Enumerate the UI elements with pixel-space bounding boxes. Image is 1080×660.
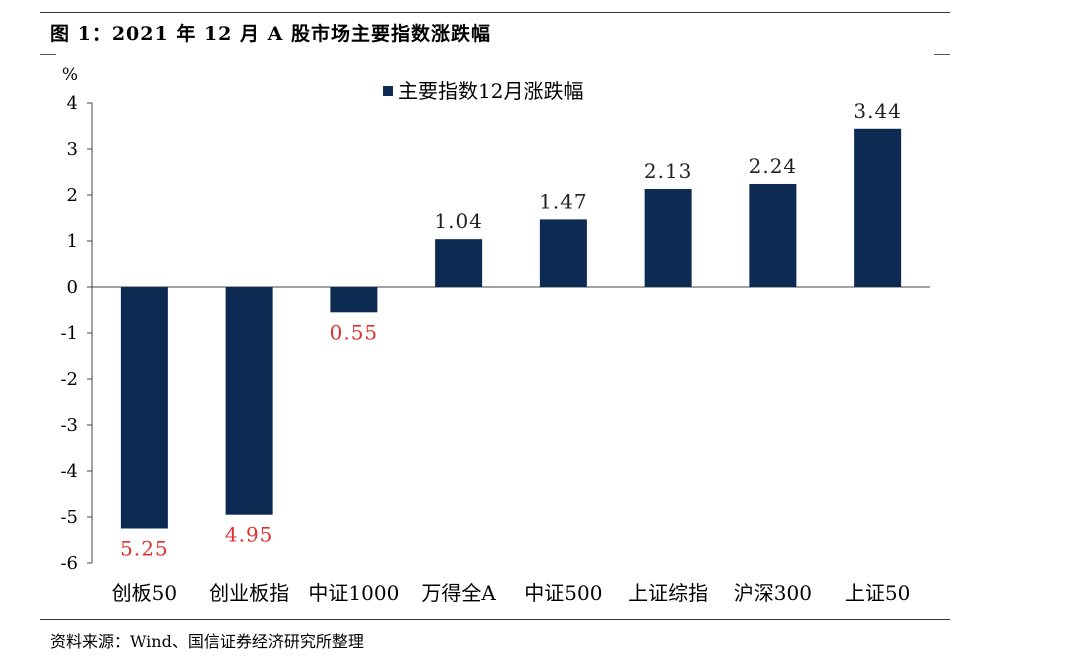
y-tick-label: -3: [60, 415, 78, 436]
bar: [330, 287, 378, 313]
y-tick-label: 1: [67, 231, 78, 252]
y-tick-label: -2: [60, 369, 78, 390]
category-label: 中证1000: [308, 581, 399, 605]
category-label: 上证50: [845, 581, 910, 605]
chart-data-labels: 5.25 创板50 4.95 创业板指 0.55 中证1000 1.04 万得全A 1.47 中证…: [112, 99, 911, 605]
category-label: 沪深300: [734, 581, 812, 605]
data-label: 2.24: [749, 154, 798, 178]
bar: [225, 287, 273, 515]
data-label: 2.13: [644, 159, 693, 183]
chart-bars: [120, 128, 902, 529]
bar: [120, 287, 168, 529]
y-tick-label: -4: [60, 461, 78, 482]
data-label: 1.47: [539, 189, 588, 213]
y-tick-label: 2: [67, 185, 78, 206]
bar: [749, 183, 797, 287]
source-note: 资料来源：Wind、国信证券经济研究所整理: [50, 632, 364, 651]
figure-title: 图 1：2021 年 12 月 A 股市场主要指数涨跌幅: [50, 23, 491, 45]
data-label: 0.55: [330, 320, 379, 344]
bar: [644, 189, 692, 287]
data-label: 1.04: [434, 209, 483, 233]
bottom-rule: [40, 619, 950, 620]
y-tick-label: 4: [67, 93, 78, 114]
legend-label: 主要指数12月涨跌幅: [398, 79, 583, 103]
y-axis-unit: %: [62, 65, 78, 85]
category-label: 中证500: [524, 581, 602, 605]
legend-swatch: [383, 86, 393, 96]
bar: [854, 128, 902, 287]
category-label: 万得全A: [421, 581, 496, 605]
data-label: 4.95: [225, 523, 274, 547]
category-label: 上证综指: [628, 581, 708, 605]
subrule-left: [40, 54, 56, 55]
bar: [435, 239, 483, 287]
y-tick-label: -1: [60, 323, 78, 344]
data-label: 5.25: [120, 537, 169, 561]
bar: [539, 219, 587, 287]
chart-legend: 主要指数12月涨跌幅: [383, 79, 583, 103]
category-label: 创业板指: [209, 581, 289, 605]
y-tick-label: 0: [67, 277, 78, 298]
chart-axes: % 4 3 2 1 0 -1 -2 -3 -4 -5 -6: [60, 65, 930, 574]
y-tick-label: 3: [67, 139, 78, 160]
category-label: 创板50: [112, 581, 177, 605]
y-tick-label: -5: [60, 507, 78, 528]
subrule-right: [934, 54, 950, 55]
top-rule: [40, 12, 950, 13]
y-tick-label: -6: [60, 553, 78, 574]
data-label: 3.44: [853, 99, 902, 123]
